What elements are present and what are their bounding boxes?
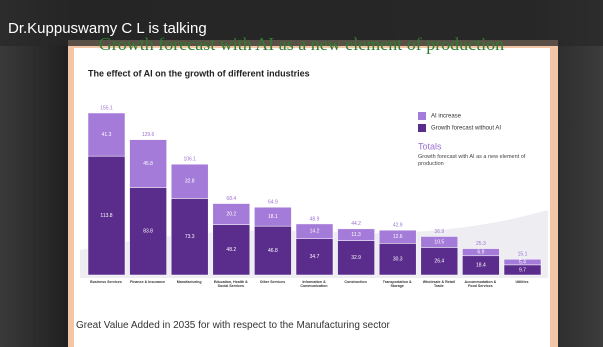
value-label: 46.8 [268, 248, 278, 254]
total-label: 15.1 [518, 252, 528, 258]
totals-description-box: Growth forecast with AI as a new element… [418, 154, 526, 168]
bar-segment [212, 224, 251, 276]
value-label: 5.4 [519, 259, 526, 265]
meeting-title: Growth forecast with AI as a new element… [98, 34, 505, 54]
total-label: 106.1 [183, 157, 196, 163]
bar-segment [337, 240, 375, 276]
speaker-label: Dr.Kuppuswamy C L is talking [8, 20, 207, 37]
bar-segment [129, 187, 167, 276]
bar-segment [87, 112, 126, 157]
bar-segment [254, 206, 292, 227]
legend-swatch [418, 112, 426, 120]
value-label: 11.3 [351, 232, 361, 238]
category-label: Education, Health & Social Services [213, 280, 248, 289]
value-label: 32.9 [351, 255, 361, 261]
value-label: 73.3 [185, 234, 195, 240]
value-label: 45.8 [143, 161, 153, 167]
value-label: 34.7 [310, 254, 320, 260]
value-label: 32.8 [185, 179, 195, 185]
value-label: 48.2 [226, 247, 236, 253]
bar-segment [254, 225, 292, 276]
total-label: 129.6 [142, 132, 155, 138]
bar-segment [170, 163, 209, 199]
total-label: 68.4 [226, 196, 236, 202]
category-label: Finance & Insurance [130, 280, 166, 284]
value-label: 14.2 [310, 229, 320, 235]
total-label: 155.1 [100, 105, 113, 111]
bar-segment [295, 238, 334, 276]
value-label: 9.7 [519, 267, 526, 273]
category-label: Accommodation & Food Services [464, 280, 497, 289]
bar-segment [503, 258, 542, 266]
bar-segment [462, 248, 500, 257]
category-label: Business Services [90, 280, 122, 284]
total-label: 64.9 [268, 200, 278, 206]
value-label: 20.2 [226, 211, 236, 217]
total-label: 48.9 [310, 216, 320, 222]
value-label: 41.3 [102, 132, 112, 138]
bar-segment [295, 223, 334, 240]
bar-segment [420, 247, 459, 276]
slide [68, 40, 558, 347]
category-label: Wholesale & Retail Trade [422, 280, 455, 289]
value-label: 30.3 [393, 257, 403, 263]
total-label: 42.9 [393, 223, 403, 229]
value-label: 6.9 [477, 250, 484, 256]
chart-title: The effect of AI on the growth of differ… [88, 68, 310, 78]
value-label: 12.6 [393, 234, 403, 240]
totals-title: Totals [418, 141, 442, 151]
bar-segment [420, 236, 459, 248]
value-label: 18.4 [476, 263, 486, 269]
bar-segment [378, 229, 417, 244]
category-label: Construction [344, 280, 367, 284]
legend-label: Growth forecast without AI [431, 126, 501, 132]
value-label: 113.8 [100, 213, 112, 219]
slide-footer: Great Value Added in 2035 for with respe… [76, 320, 390, 331]
legend-label: AI increase [431, 114, 462, 120]
value-label: 26.4 [434, 259, 444, 265]
bar-segment [337, 228, 375, 241]
total-label: 25.3 [476, 241, 486, 247]
bar-segment [129, 139, 167, 188]
value-label: 83.8 [143, 229, 153, 235]
bar-segment [212, 203, 251, 225]
category-label: Other Services [259, 280, 286, 284]
category-label: Manufacturing [176, 280, 202, 284]
value-label: 18.1 [268, 214, 278, 220]
category-label: Transportation & Storage [382, 280, 412, 289]
legend-swatch [418, 124, 426, 132]
top-bar [0, 0, 603, 46]
total-label: 36.9 [434, 229, 444, 235]
total-label: 44.2 [351, 221, 361, 227]
totals-description: Growth forecast with AI as a new element… [418, 154, 526, 168]
value-label: 10.5 [434, 239, 444, 245]
category-label: Information & Communication [300, 280, 328, 289]
bar-segment [378, 243, 417, 276]
category-label: Utilities [515, 280, 529, 284]
